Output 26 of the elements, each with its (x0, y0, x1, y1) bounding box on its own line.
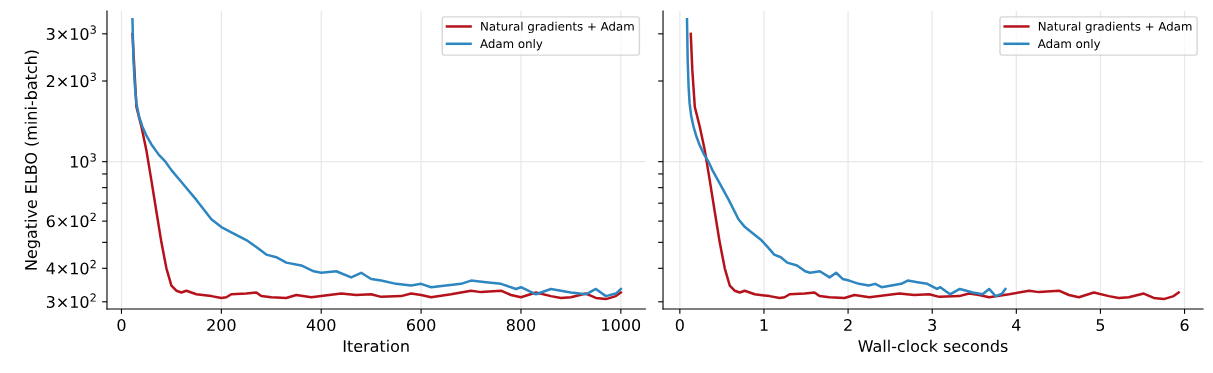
y-tick-label: 10$^{3}$ (70, 153, 96, 168)
legend-label: Natural gradients + Adam (481, 21, 634, 34)
x-tick-label: 200 (207, 319, 236, 332)
x-axis-title: Iteration (343, 339, 409, 353)
x-tick-label: 600 (406, 319, 436, 332)
x-tick-label: 1000 (602, 319, 641, 332)
x-tick-label: 4 (1012, 319, 1021, 331)
x-tick-label: 0 (675, 319, 684, 332)
legend-label: Adam only (1037, 38, 1101, 51)
x-tick-label: 800 (506, 319, 536, 332)
x-tick-label: 400 (306, 319, 336, 332)
y-tick-label: 4×10$^{2}$ (46, 259, 96, 275)
y-tick-label: 6×10$^{2}$ (46, 212, 96, 228)
y-axis-title: Negative ELBO (mini-batch) (24, 50, 41, 270)
y-tick-label: 3×10$^{2}$ (46, 293, 96, 308)
x-tick-label: 2 (844, 319, 852, 331)
x-tick-label: 3 (928, 319, 936, 332)
x-tick-label: 5 (1096, 319, 1105, 332)
x-tick-label: 1 (760, 319, 768, 331)
x-axis-title: Wall-clock seconds (858, 339, 1008, 353)
x-tick-label: 0 (117, 319, 126, 332)
legend-label: Natural gradients + Adam (1038, 21, 1192, 34)
legend-label: Adam only (480, 38, 543, 51)
y-tick-label: 2×10$^{3}$ (46, 72, 96, 88)
x-tick-label: 6 (1180, 319, 1189, 332)
y-tick-label: 3×10$^{3}$ (46, 25, 96, 40)
